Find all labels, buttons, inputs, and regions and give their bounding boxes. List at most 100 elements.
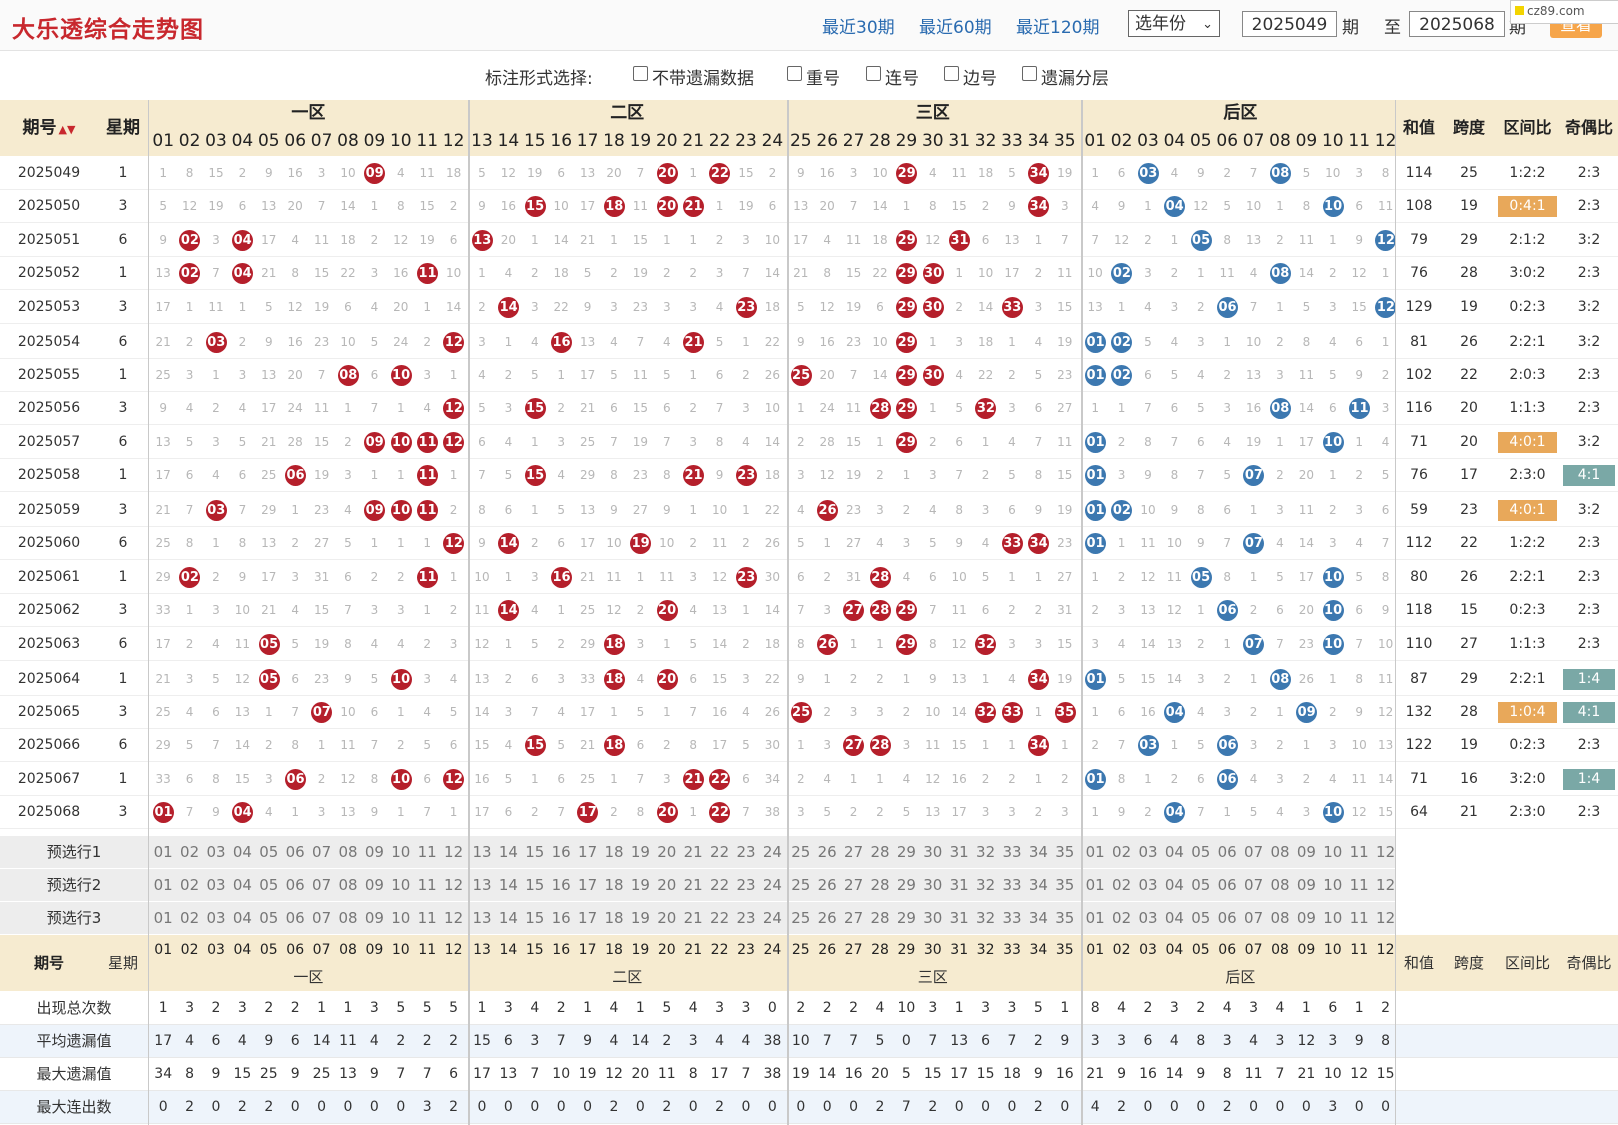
preselect-front-number[interactable]: 15 bbox=[525, 843, 545, 861]
preselect-back-number[interactable]: 12 bbox=[1376, 876, 1396, 894]
preselect-front-number[interactable]: 31 bbox=[949, 843, 969, 861]
preselect-front-number[interactable]: 35 bbox=[1055, 843, 1075, 861]
preselect-back-number[interactable]: 08 bbox=[1270, 876, 1290, 894]
preselect-front-number[interactable]: 08 bbox=[338, 843, 358, 861]
preselect-front-number[interactable]: 20 bbox=[657, 843, 677, 861]
from-issue-input[interactable]: 2025049 bbox=[1242, 11, 1337, 37]
preselect-front-number[interactable]: 11 bbox=[417, 876, 437, 894]
preselect-back-number[interactable]: 01 bbox=[1085, 876, 1105, 894]
preselect-front-number[interactable]: 21 bbox=[683, 909, 703, 927]
preselect-back-number[interactable]: 11 bbox=[1349, 909, 1369, 927]
preselect-front-number[interactable]: 03 bbox=[206, 876, 226, 894]
preselect-front-number[interactable]: 26 bbox=[817, 843, 837, 861]
preselect-front-number[interactable]: 17 bbox=[578, 909, 598, 927]
preselect-front-number[interactable]: 01 bbox=[153, 876, 173, 894]
preselect-front-number[interactable]: 33 bbox=[1002, 843, 1022, 861]
bottom-issue-header[interactable]: 期号 bbox=[0, 935, 98, 991]
preselect-back-number[interactable]: 08 bbox=[1270, 843, 1290, 861]
preselect-front-number[interactable]: 18 bbox=[604, 843, 624, 861]
preselect-front-number[interactable]: 12 bbox=[444, 876, 464, 894]
preselect-back-number[interactable]: 05 bbox=[1191, 843, 1211, 861]
preselect-front-number[interactable]: 25 bbox=[791, 909, 811, 927]
preselect-front-number[interactable]: 28 bbox=[870, 876, 890, 894]
preselect-back-number[interactable]: 10 bbox=[1323, 909, 1343, 927]
preselect-front-number[interactable]: 08 bbox=[338, 876, 358, 894]
preselect-front-number[interactable]: 33 bbox=[1002, 909, 1022, 927]
issue-header[interactable]: 期号 ▲▼ bbox=[0, 100, 98, 156]
preselect-front-number[interactable]: 32 bbox=[976, 909, 996, 927]
preselect-back-number[interactable]: 07 bbox=[1244, 909, 1264, 927]
preselect-back-number[interactable]: 06 bbox=[1217, 909, 1237, 927]
preselect-back-number[interactable]: 05 bbox=[1191, 909, 1211, 927]
preselect-back-number[interactable]: 08 bbox=[1270, 909, 1290, 927]
preselect-front-number[interactable]: 25 bbox=[791, 843, 811, 861]
preselect-back-number[interactable]: 06 bbox=[1217, 843, 1237, 861]
preselect-front-number[interactable]: 09 bbox=[364, 843, 384, 861]
preselect-front-number[interactable]: 30 bbox=[923, 843, 943, 861]
preselect-front-number[interactable]: 13 bbox=[472, 909, 492, 927]
preselect-front-number[interactable]: 19 bbox=[630, 909, 650, 927]
preselect-back-number[interactable]: 06 bbox=[1217, 876, 1237, 894]
option-checkbox-no-miss[interactable] bbox=[633, 66, 648, 81]
preselect-front-number[interactable]: 10 bbox=[391, 843, 411, 861]
preselect-front-number[interactable]: 07 bbox=[312, 843, 332, 861]
preselect-back-number[interactable]: 09 bbox=[1296, 876, 1316, 894]
preselect-front-number[interactable]: 13 bbox=[472, 876, 492, 894]
preselect-front-number[interactable]: 32 bbox=[976, 876, 996, 894]
preselect-front-number[interactable]: 01 bbox=[153, 909, 173, 927]
preselect-back-number[interactable]: 09 bbox=[1296, 909, 1316, 927]
preselect-front-number[interactable]: 31 bbox=[949, 909, 969, 927]
preselect-front-number[interactable]: 24 bbox=[762, 876, 782, 894]
option-checkbox-repeat[interactable] bbox=[787, 66, 802, 81]
preselect-front-number[interactable]: 24 bbox=[762, 843, 782, 861]
preselect-front-number[interactable]: 21 bbox=[683, 876, 703, 894]
preselect-front-number[interactable]: 34 bbox=[1028, 876, 1048, 894]
preselect-front-number[interactable]: 22 bbox=[710, 876, 730, 894]
preselect-front-number[interactable]: 14 bbox=[498, 909, 518, 927]
option-checkbox-edge[interactable] bbox=[944, 66, 959, 81]
preselect-front-number[interactable]: 24 bbox=[762, 909, 782, 927]
preselect-back-number[interactable]: 02 bbox=[1112, 876, 1132, 894]
preselect-back-number[interactable]: 01 bbox=[1085, 843, 1105, 861]
preselect-front-number[interactable]: 14 bbox=[498, 876, 518, 894]
preselect-front-number[interactable]: 08 bbox=[338, 909, 358, 927]
preselect-front-number[interactable]: 10 bbox=[391, 876, 411, 894]
preselect-front-number[interactable]: 02 bbox=[180, 876, 200, 894]
preselect-front-number[interactable]: 25 bbox=[791, 876, 811, 894]
preselect-front-number[interactable]: 22 bbox=[710, 909, 730, 927]
preselect-front-number[interactable]: 02 bbox=[180, 843, 200, 861]
preselect-front-number[interactable]: 15 bbox=[525, 876, 545, 894]
preselect-back-number[interactable]: 04 bbox=[1164, 909, 1184, 927]
preselect-front-number[interactable]: 29 bbox=[896, 876, 916, 894]
preselect-front-number[interactable]: 16 bbox=[551, 843, 571, 861]
preselect-front-number[interactable]: 19 bbox=[630, 876, 650, 894]
option-checkbox-layer[interactable] bbox=[1022, 66, 1037, 81]
preselect-front-number[interactable]: 35 bbox=[1055, 876, 1075, 894]
preselect-front-number[interactable]: 26 bbox=[817, 876, 837, 894]
preselect-front-number[interactable]: 11 bbox=[417, 909, 437, 927]
preselect-front-number[interactable]: 05 bbox=[259, 843, 279, 861]
preselect-front-number[interactable]: 34 bbox=[1028, 843, 1048, 861]
preselect-front-number[interactable]: 18 bbox=[604, 876, 624, 894]
preselect-front-number[interactable]: 06 bbox=[285, 843, 305, 861]
preselect-back-number[interactable]: 11 bbox=[1349, 843, 1369, 861]
preselect-front-number[interactable]: 35 bbox=[1055, 909, 1075, 927]
preselect-front-number[interactable]: 14 bbox=[498, 843, 518, 861]
preselect-back-number[interactable]: 12 bbox=[1376, 909, 1396, 927]
preselect-front-number[interactable]: 04 bbox=[232, 909, 252, 927]
preselect-back-number[interactable]: 04 bbox=[1164, 843, 1184, 861]
preselect-front-number[interactable]: 20 bbox=[657, 909, 677, 927]
preselect-front-number[interactable]: 23 bbox=[736, 843, 756, 861]
sort-icon[interactable]: ▲▼ bbox=[58, 123, 76, 136]
preselect-front-number[interactable]: 22 bbox=[710, 843, 730, 861]
preselect-front-number[interactable]: 09 bbox=[364, 909, 384, 927]
preselect-front-number[interactable]: 26 bbox=[817, 909, 837, 927]
preselect-front-number[interactable]: 33 bbox=[1002, 876, 1022, 894]
preselect-back-number[interactable]: 12 bbox=[1376, 843, 1396, 861]
range-link-120[interactable]: 最近120期 bbox=[1016, 18, 1100, 38]
option-checkbox-consecutive[interactable] bbox=[866, 66, 881, 81]
preselect-back-number[interactable]: 03 bbox=[1138, 876, 1158, 894]
preselect-back-number[interactable]: 03 bbox=[1138, 909, 1158, 927]
preselect-back-number[interactable]: 07 bbox=[1244, 843, 1264, 861]
preselect-front-number[interactable]: 05 bbox=[259, 876, 279, 894]
